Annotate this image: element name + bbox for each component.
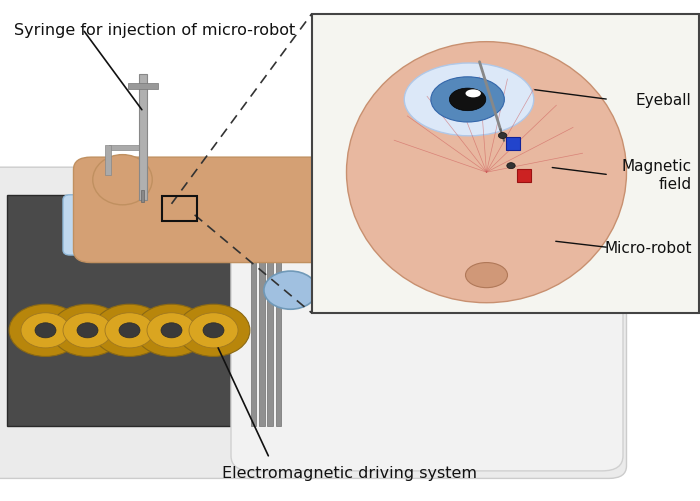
Bar (251, 205, 256, 426)
Text: Magnetic
field: Magnetic field (622, 159, 692, 191)
Circle shape (264, 272, 317, 310)
Ellipse shape (405, 64, 533, 136)
Circle shape (498, 133, 507, 139)
Bar (139, 75, 147, 200)
Text: Electromagnetic driving system: Electromagnetic driving system (223, 465, 477, 480)
Bar (105, 145, 111, 175)
FancyBboxPatch shape (349, 197, 477, 211)
Ellipse shape (466, 90, 481, 98)
Circle shape (105, 313, 154, 348)
Circle shape (177, 305, 250, 357)
FancyBboxPatch shape (231, 180, 623, 471)
Ellipse shape (92, 155, 153, 205)
Circle shape (21, 313, 70, 348)
Ellipse shape (449, 89, 486, 111)
FancyBboxPatch shape (74, 158, 438, 263)
Bar (517, 170, 531, 183)
Circle shape (9, 305, 82, 357)
FancyBboxPatch shape (349, 237, 477, 252)
Text: Eyeball: Eyeball (636, 93, 692, 108)
Text: Syringe for injection of micro-robot: Syringe for injection of micro-robot (14, 23, 295, 38)
Circle shape (51, 305, 124, 357)
Ellipse shape (346, 43, 626, 303)
FancyBboxPatch shape (63, 195, 532, 256)
Circle shape (189, 313, 238, 348)
Bar (141, 190, 144, 203)
Circle shape (161, 323, 182, 338)
Ellipse shape (431, 78, 504, 123)
Bar (276, 205, 281, 426)
Bar (128, 84, 158, 90)
Bar (312, 15, 699, 313)
Circle shape (35, 323, 56, 338)
Ellipse shape (466, 263, 507, 288)
Circle shape (507, 163, 515, 169)
FancyBboxPatch shape (349, 277, 477, 292)
Circle shape (135, 305, 208, 357)
FancyBboxPatch shape (0, 168, 626, 478)
FancyBboxPatch shape (7, 195, 273, 426)
Circle shape (147, 313, 196, 348)
Circle shape (77, 323, 98, 338)
Bar (259, 205, 265, 426)
Bar (162, 196, 197, 221)
FancyBboxPatch shape (349, 257, 477, 272)
Circle shape (63, 313, 112, 348)
FancyBboxPatch shape (349, 217, 477, 231)
Bar (108, 146, 140, 150)
Text: Micro-robot: Micro-robot (604, 240, 692, 256)
Circle shape (93, 305, 166, 357)
Circle shape (119, 323, 140, 338)
Circle shape (203, 323, 224, 338)
Bar (506, 137, 520, 150)
Bar (267, 205, 273, 426)
